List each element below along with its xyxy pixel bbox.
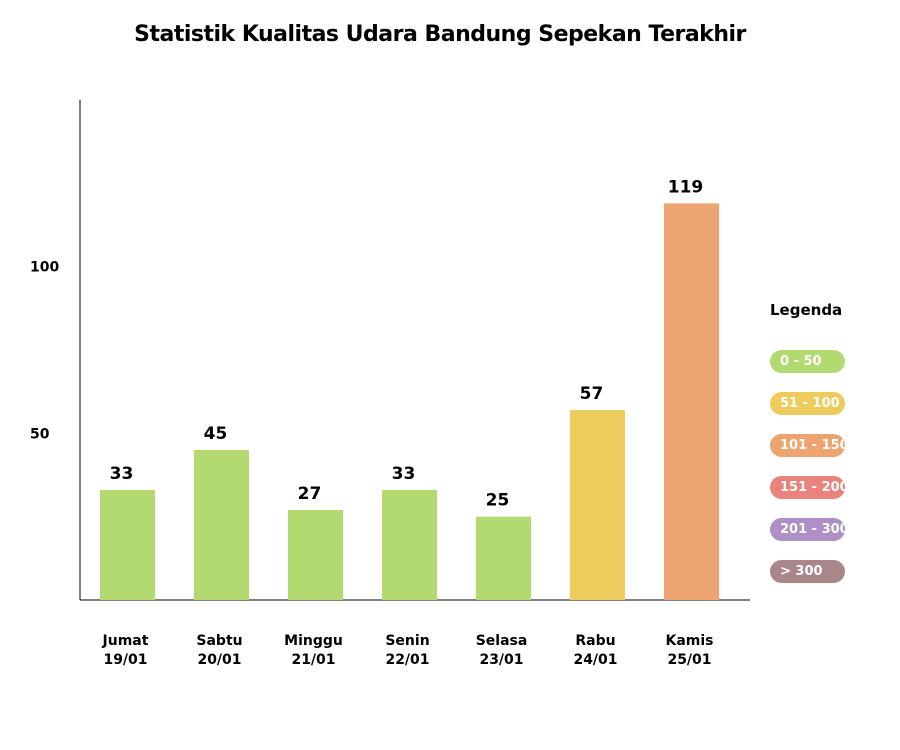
x-tick-label: Jumat 19/01 [102, 633, 149, 668]
data-label: 27 [298, 484, 322, 504]
data-label: 57 [580, 384, 604, 404]
legend-item: 0 - 50 [770, 350, 845, 373]
x-tick-label: Sabtu 20/01 [196, 633, 242, 668]
bar [570, 410, 625, 600]
x-tick-label: Minggu 21/01 [284, 633, 343, 668]
data-label: 33 [110, 464, 134, 484]
bar-chart: 50 100 33 Jumat 19/01 45 Sabtu 20/01 27 Minggu 21/… [30, 100, 750, 668]
x-tick-label: Senin 22/01 [385, 633, 429, 668]
legend-item: 51 - 100 [770, 392, 845, 415]
bar [194, 450, 249, 600]
data-label: 33 [392, 464, 416, 484]
y-tick-label: 100 [30, 260, 59, 276]
x-tick-label: Kamis 25/01 [665, 633, 713, 668]
x-tick-label: Selasa 23/01 [476, 633, 528, 668]
bar [664, 203, 719, 601]
bar [476, 516, 531, 600]
legend-item: 201 - 300 [770, 518, 849, 541]
x-tick-label: Rabu 24/01 [573, 633, 617, 668]
chart-title: Statistik Kualitas Udara Bandung Sepekan… [134, 22, 746, 47]
bar [100, 490, 155, 600]
legend-item: 101 - 150 [770, 434, 849, 457]
bar [288, 510, 343, 600]
y-tick-label: 50 [30, 426, 50, 442]
bar [382, 490, 437, 600]
legend-title: Legenda [770, 301, 843, 319]
data-label: 119 [668, 177, 704, 197]
data-label: 25 [486, 491, 510, 511]
legend-item: > 300 [770, 560, 845, 583]
data-label: 45 [204, 424, 228, 444]
legend-item: 151 - 200 [770, 476, 849, 499]
